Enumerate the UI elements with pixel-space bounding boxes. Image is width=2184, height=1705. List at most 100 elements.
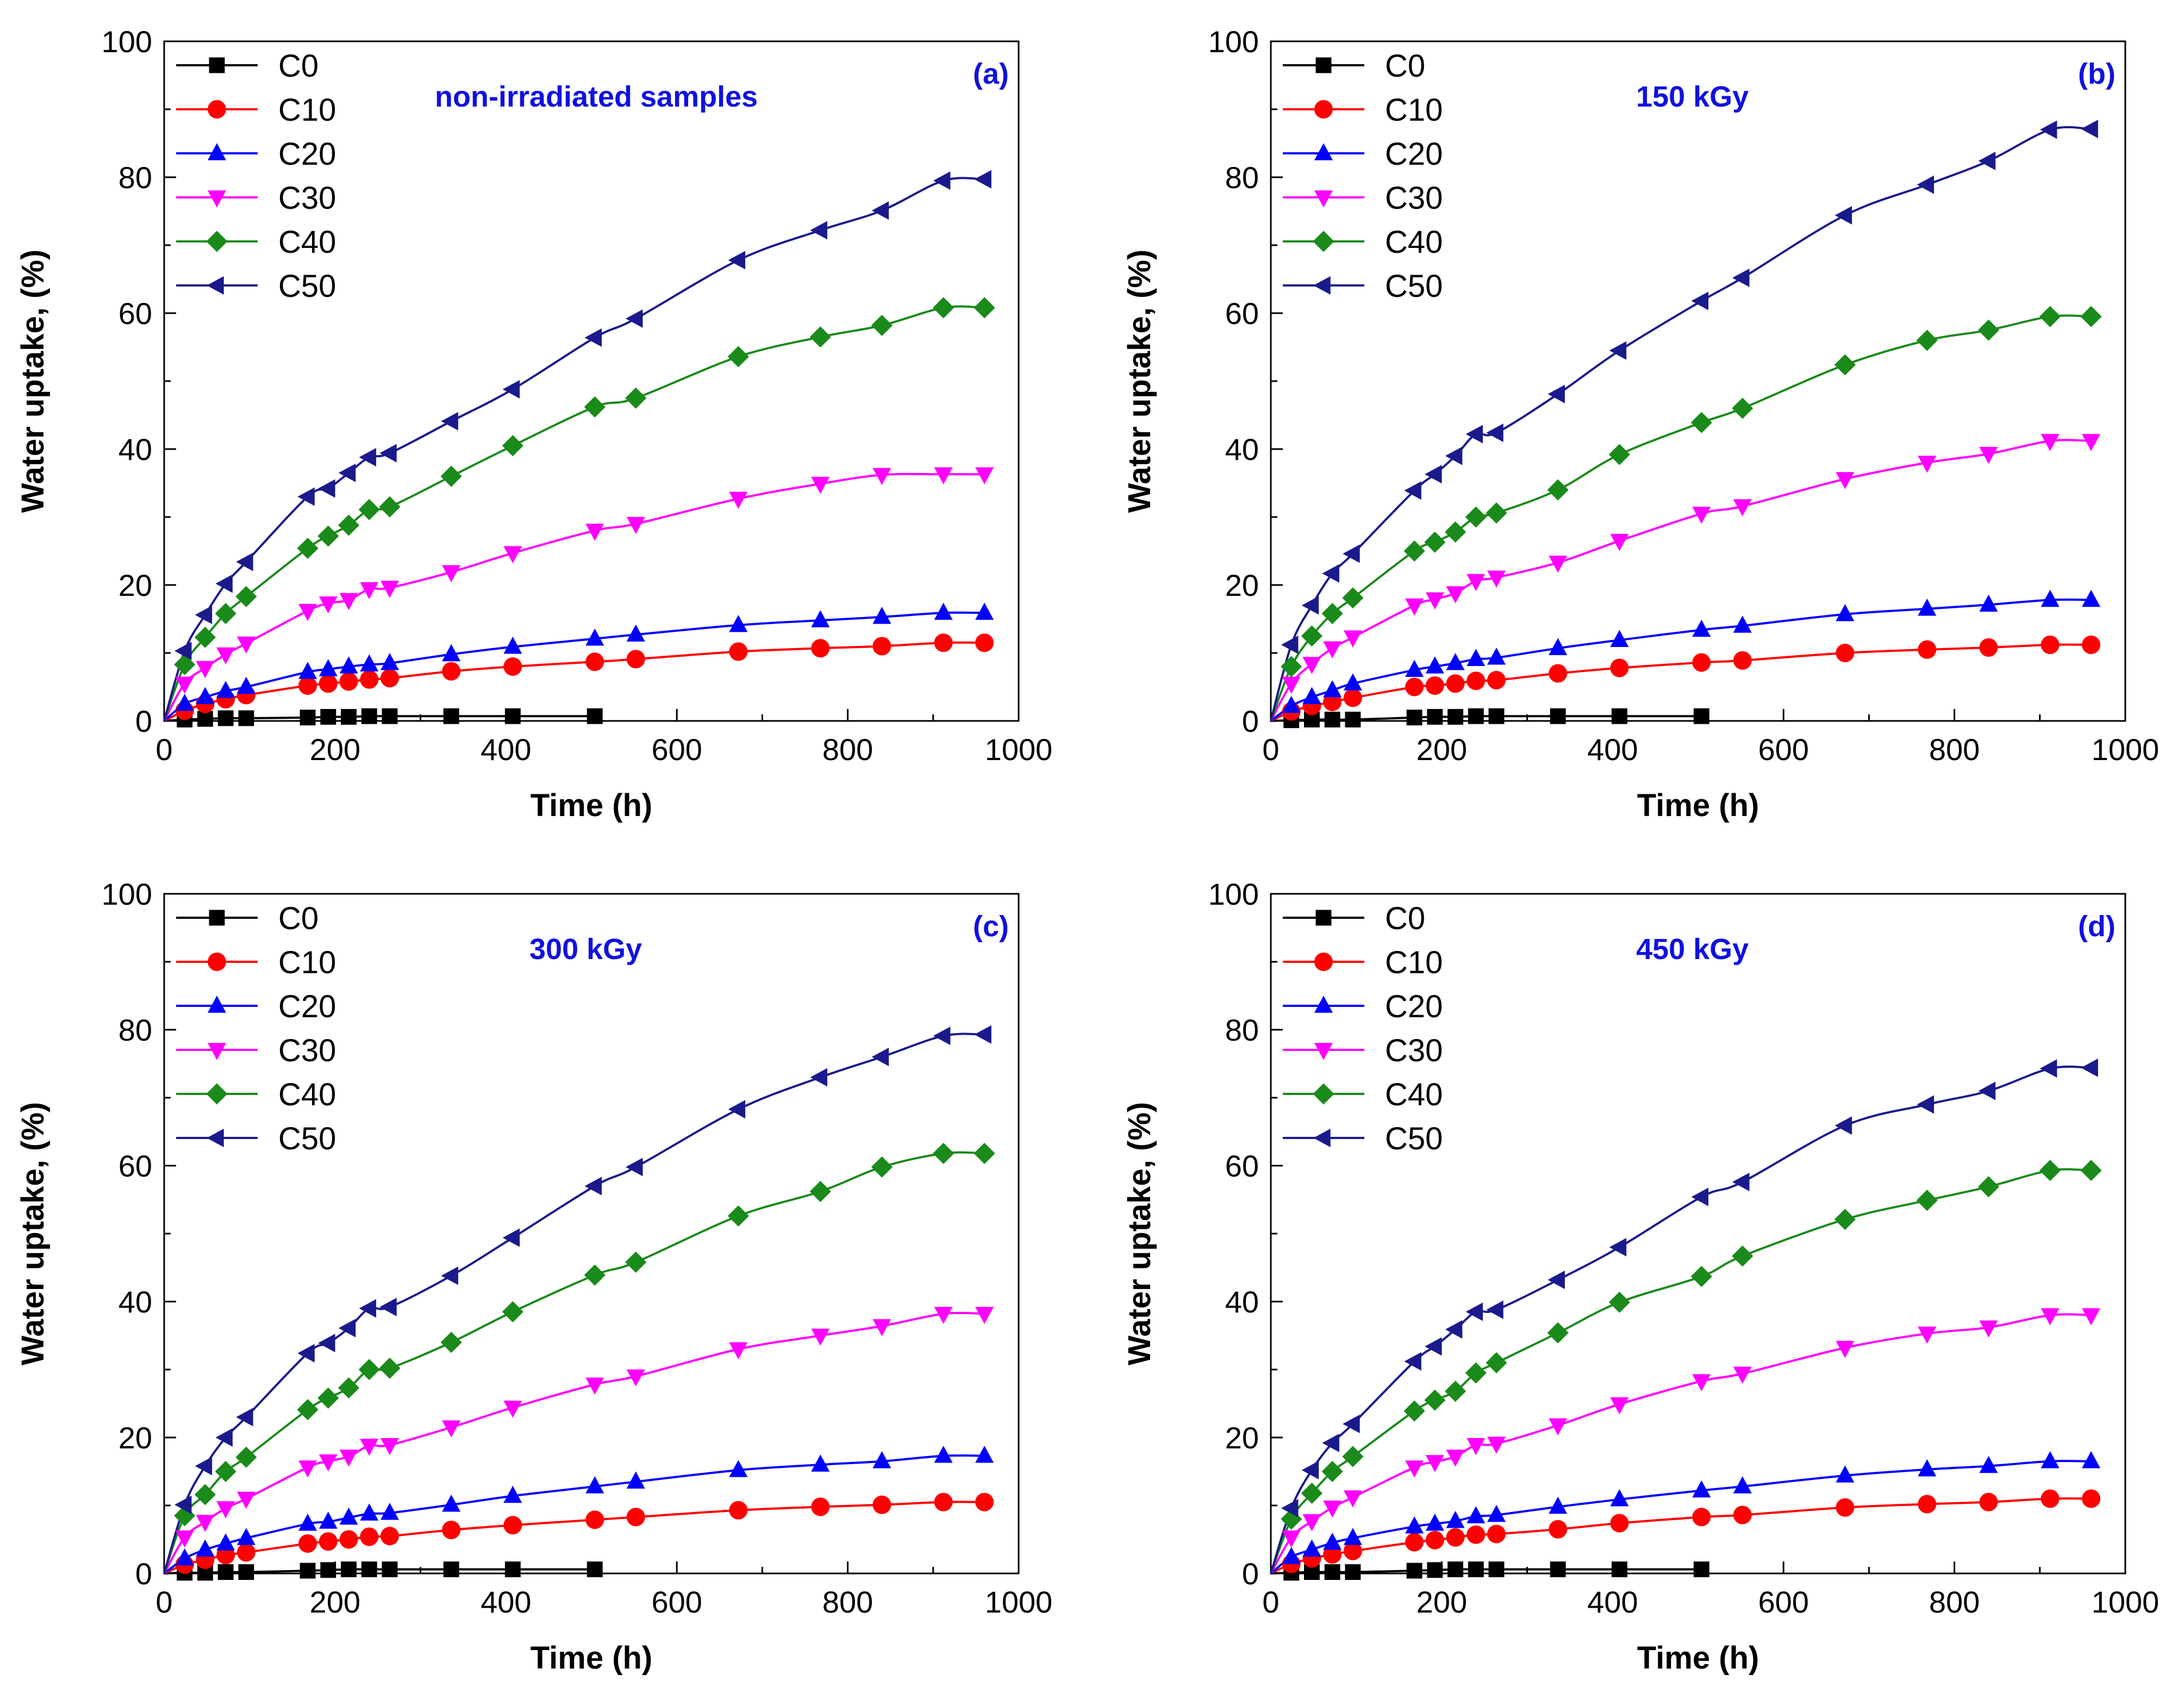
legend-label-C0: C0 [1385, 48, 1425, 84]
data-point-C50 [297, 1344, 315, 1362]
data-point-C40 [1403, 1400, 1425, 1422]
x-axis-title: Time (h) [531, 788, 653, 823]
data-point-C50 [379, 444, 397, 463]
data-point-C20 [1487, 1504, 1506, 1522]
legend-label-C20: C20 [278, 989, 336, 1024]
data-point-C30 [2082, 1308, 2101, 1326]
data-point-C30 [236, 636, 255, 654]
data-point-C10 [1836, 1498, 1855, 1517]
data-point-C30 [503, 1401, 522, 1418]
data-point-C10 [339, 1530, 358, 1549]
y-tick-label: 20 [118, 568, 152, 602]
data-point-C20 [1343, 1528, 1362, 1545]
data-point-C0 [443, 1561, 459, 1577]
data-point-C0 [586, 708, 603, 724]
x-tick-label: 600 [651, 732, 702, 767]
data-point-C10 [585, 652, 604, 671]
data-point-C10 [2041, 1489, 2060, 1508]
legend-label-C50: C50 [1385, 1121, 1443, 1156]
data-point-C0 [504, 708, 521, 724]
data-point-C50 [1486, 424, 1503, 442]
data-point-C50 [1486, 1300, 1503, 1319]
data-point-C20 [319, 1511, 338, 1529]
legend-marker-C40 [206, 231, 228, 252]
legend-marker-C50 [207, 276, 224, 295]
y-tick-label: 40 [1225, 432, 1259, 466]
data-point-C20 [175, 694, 194, 711]
data-point-C0 [299, 710, 316, 726]
data-point-C0 [382, 1561, 398, 1577]
data-point-C50 [1834, 1116, 1852, 1135]
data-point-C10 [298, 676, 317, 695]
legend-marker-C30 [208, 1043, 226, 1060]
data-point-C50 [236, 1408, 253, 1427]
data-point-C10 [1343, 1541, 1362, 1560]
data-point-C10 [319, 674, 338, 693]
data-point-C20 [1323, 1533, 1342, 1550]
data-point-C50 [584, 328, 602, 347]
data-point-C30 [2082, 434, 2101, 451]
x-tick-label: 800 [822, 1585, 873, 1619]
data-point-C20 [1343, 673, 1362, 690]
legend-marker-C40 [1313, 1083, 1334, 1105]
legend-label-C50: C50 [1385, 269, 1443, 304]
data-point-C10 [1692, 1508, 1711, 1527]
data-point-C10 [503, 657, 522, 676]
data-point-C20 [1836, 604, 1855, 621]
data-point-C30 [1692, 507, 1711, 524]
legend-label-C40: C40 [1385, 225, 1443, 260]
data-point-C20 [1733, 615, 1752, 633]
data-point-C30 [216, 1501, 235, 1519]
legend-label-C0: C0 [278, 901, 319, 936]
data-point-C40 [174, 1505, 196, 1527]
legend-marker-C20 [208, 995, 226, 1013]
data-point-C10 [872, 637, 891, 656]
data-point-C20 [934, 602, 953, 620]
data-point-C10 [1610, 658, 1629, 677]
data-point-C40 [1301, 1482, 1323, 1504]
data-point-C50 [2081, 120, 2098, 139]
data-point-C10 [1405, 677, 1424, 696]
x-tick-label: 800 [1929, 732, 1980, 767]
data-point-C40 [1608, 444, 1630, 465]
data-point-C10 [360, 1527, 379, 1546]
data-point-C40 [1834, 1209, 1856, 1230]
data-point-C50 [195, 1457, 213, 1476]
data-point-C30 [1343, 1490, 1362, 1508]
data-point-C40 [1424, 1389, 1446, 1411]
data-point-C30 [934, 467, 953, 484]
data-point-C10 [811, 639, 830, 658]
data-point-C40 [871, 314, 893, 337]
data-point-C20 [2041, 589, 2060, 607]
series-line-C40 [163, 1151, 985, 1574]
data-point-C10 [319, 1532, 338, 1551]
chart-annotation: non-irradiated samples [435, 80, 758, 113]
data-point-C30 [1405, 1460, 1424, 1478]
data-point-C0 [1693, 708, 1709, 724]
data-point-C40 [1916, 1190, 1938, 1211]
data-point-C50 [1343, 544, 1360, 563]
data-point-C30 [1733, 1366, 1752, 1384]
data-point-C40 [194, 1484, 216, 1505]
data-point-C10 [236, 1543, 255, 1562]
data-point-C20 [1282, 695, 1301, 713]
data-point-C20 [1446, 653, 1465, 670]
data-point-C10 [360, 670, 379, 689]
data-point-C20 [442, 1495, 461, 1512]
data-point-C10 [1979, 638, 1998, 657]
data-point-C40 [625, 387, 647, 409]
legend-marker-C30 [1314, 190, 1333, 208]
data-point-C30 [1549, 1418, 1568, 1436]
x-tick-label: 400 [1587, 732, 1638, 767]
data-point-C50 [810, 221, 828, 240]
data-point-C10 [1446, 1528, 1465, 1547]
data-point-C30 [872, 468, 891, 486]
series-line-C20 [1270, 598, 2092, 722]
data-point-C40 [358, 1359, 380, 1380]
data-point-C20 [1692, 619, 1711, 637]
data-point-C50 [1445, 446, 1463, 465]
data-point-C50 [1978, 1081, 1996, 1100]
data-point-C50 [2039, 1059, 2057, 1078]
